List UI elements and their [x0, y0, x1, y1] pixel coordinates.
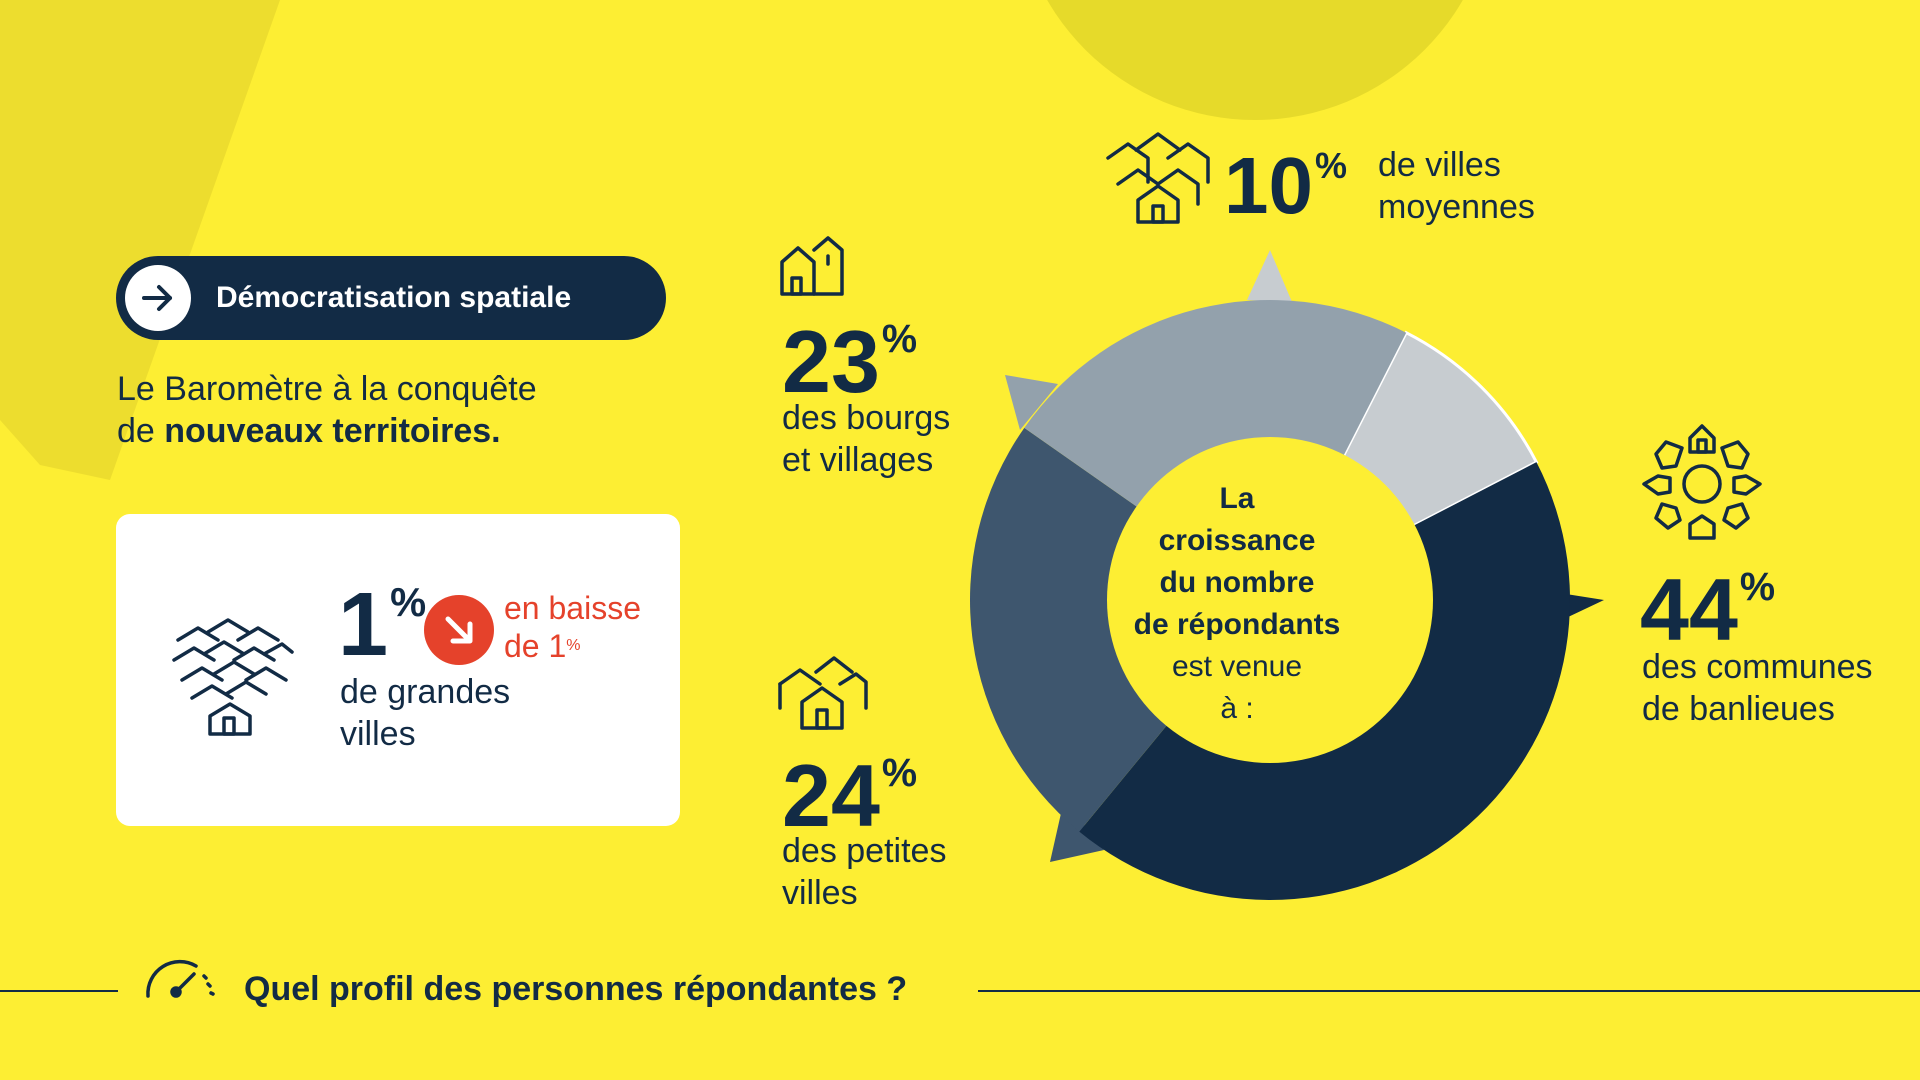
intro-line-1: Le Baromètre à la conquête — [117, 370, 537, 408]
donut-center-text: La croissance du nombre de répondants es… — [1133, 482, 1341, 725]
section-badge: Démocratisation spatiale — [116, 256, 666, 340]
town-cluster-icon — [1106, 132, 1210, 224]
intro-line-2: de nouveaux territoires. — [117, 412, 501, 450]
petites-villes-label: des petites villes — [782, 832, 947, 912]
pointer-left — [1005, 375, 1058, 430]
change-text: en baisse de 1% — [504, 590, 641, 664]
bourgs-value: 23% — [782, 312, 918, 411]
bourgs-label: des bourgs et villages — [782, 399, 951, 479]
bg-left-shape — [0, 0, 280, 480]
intro-text: Le Baromètre à la conquête de nouveaux t… — [117, 368, 637, 452]
donut-hole — [1107, 437, 1433, 763]
banlieues-value: 44% — [1640, 560, 1776, 659]
grandes-villes-value: 1% — [338, 575, 427, 675]
villes-moyennes-label: de villes moyennes — [1378, 146, 1535, 226]
arrow-right-icon — [125, 265, 191, 331]
grandes-villes-label: de grandes villes — [340, 673, 511, 753]
suburb-flower-icon — [1642, 424, 1762, 540]
section-badge-label: Démocratisation spatiale — [216, 281, 572, 314]
footer-title: Quel profil des personnes répondantes ? — [244, 970, 908, 1008]
banlieues-label: des communes de banlieues — [1642, 648, 1873, 728]
grandes-villes-card — [116, 514, 680, 826]
petites-villes-value: 24% — [782, 746, 918, 845]
city-cluster-icon — [172, 618, 294, 736]
arrow-down-right-icon — [424, 595, 494, 665]
village-icon — [780, 236, 844, 296]
small-town-icon — [778, 656, 868, 730]
intro-highlight: nouveaux territoires. — [164, 412, 501, 450]
footer-divider-left — [0, 990, 118, 992]
pointer-right — [1566, 594, 1604, 618]
footer-divider-right — [978, 990, 1920, 992]
gauge-icon — [146, 959, 215, 998]
pointer-top — [1247, 250, 1292, 302]
villes-moyennes-value: 10% — [1224, 141, 1347, 230]
bg-top-circle — [1047, 0, 1463, 120]
